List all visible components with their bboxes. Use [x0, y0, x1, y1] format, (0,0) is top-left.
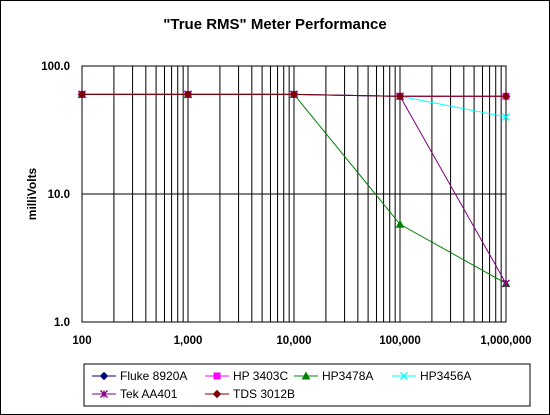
legend-item: HP3478A: [294, 369, 373, 383]
data-point: [289, 90, 299, 99]
series-group: [77, 89, 511, 288]
x-tick-label: 1,000,000: [480, 335, 531, 347]
legend-label: HP3456A: [420, 369, 471, 383]
legend-item: Tek AA401: [92, 387, 178, 401]
legend-item: HP3456A: [392, 369, 471, 383]
legend-label: TDS 3012B: [233, 387, 295, 401]
data-point: [502, 112, 510, 121]
tick-labels: 1.0 10.0 100.0 100 1,000 10,000 100,000 1,000,0…: [41, 61, 531, 347]
y-tick-label: 1.0: [54, 317, 70, 329]
y-tick-label: 100.0: [41, 61, 70, 73]
legend-marker: [400, 372, 408, 380]
y-tick-label: 10.0: [48, 189, 70, 201]
legend-marker: [212, 389, 222, 399]
y-axis-label: milliVolts: [25, 167, 39, 220]
chart-title: "True RMS" Meter Performance: [163, 16, 386, 33]
plot-area-border: [81, 65, 507, 323]
data-point: [77, 90, 87, 99]
data-point: [502, 279, 510, 288]
legend-marker: [301, 371, 311, 380]
legend: Fluke 8920A HP 3403C HP3478A HP3456A Tek AA4…: [83, 363, 531, 407]
data-point: [183, 90, 193, 99]
legend-label: Tek AA401: [120, 387, 178, 401]
legend-label: HP 3403C: [233, 369, 288, 383]
legend-item: HP 3403C: [205, 369, 288, 383]
legend-label: HP3478A: [322, 369, 373, 383]
x-tick-label: 100: [72, 335, 91, 347]
legend-item: Fluke 8920A: [92, 369, 187, 383]
legend-label: Fluke 8920A: [120, 369, 187, 383]
data-point: [501, 92, 511, 101]
legend-item: TDS 3012B: [205, 387, 295, 401]
data-point: [395, 219, 405, 228]
legend-marker: [100, 390, 108, 398]
series-tds-3012b: [77, 90, 511, 101]
legend-marker: [99, 371, 109, 381]
legend-box: [83, 363, 531, 407]
x-tick-label: 10,000: [276, 335, 311, 347]
legend-marker: [213, 372, 221, 380]
x-tick-label: 100,000: [379, 335, 421, 347]
data-point: [395, 92, 405, 101]
x-tick-label: 1,000: [174, 335, 203, 347]
